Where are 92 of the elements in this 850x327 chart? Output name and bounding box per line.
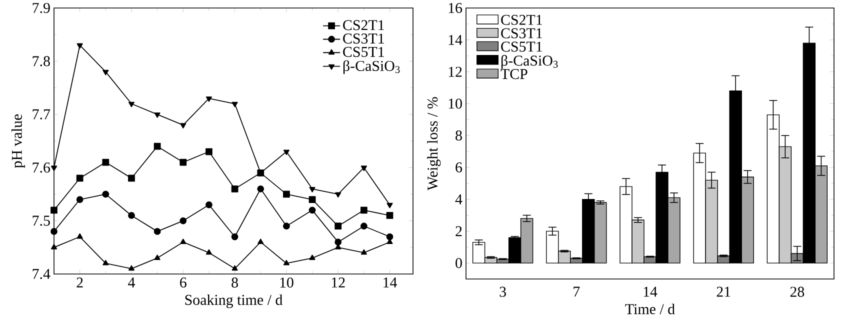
point	[180, 217, 187, 224]
point	[206, 148, 212, 156]
x-axis-title: Soaking time / d	[185, 294, 282, 308]
point	[309, 186, 316, 192]
point	[154, 112, 160, 118]
y-tick-label: 7.9	[32, 2, 50, 14]
point	[283, 222, 290, 230]
point	[257, 185, 264, 192]
point	[360, 166, 367, 172]
point	[180, 123, 186, 128]
point	[128, 212, 135, 219]
x-tick-label: 4	[128, 278, 135, 288]
point	[50, 228, 58, 235]
point	[231, 185, 238, 192]
x-tick-label: 7	[574, 286, 580, 297]
point	[154, 228, 161, 235]
point	[180, 238, 186, 244]
y-tick-label: 0	[456, 258, 462, 268]
point	[283, 150, 290, 156]
point	[50, 244, 58, 250]
point	[334, 222, 342, 230]
point	[386, 212, 394, 219]
point	[335, 192, 342, 198]
point	[360, 249, 367, 255]
y-tick-label: 7.5	[32, 216, 50, 226]
y-tick-label: 2	[456, 226, 462, 236]
y-tick-label: 16	[448, 2, 462, 14]
point	[76, 43, 83, 49]
point	[180, 158, 187, 166]
point	[102, 70, 109, 76]
y-tick-label: 7.4	[32, 268, 50, 280]
point	[308, 206, 316, 214]
x-tick-label: 10	[280, 278, 294, 288]
point	[360, 222, 368, 230]
x-tick-label: 14	[644, 286, 658, 297]
point	[50, 206, 58, 214]
point	[308, 196, 316, 203]
point	[76, 174, 84, 182]
legend-label: CS2T1	[343, 20, 384, 30]
legend-label: CS2T1	[501, 14, 542, 25]
x-axis-title: Time / d	[625, 304, 675, 314]
point	[232, 102, 238, 108]
y-tick-label: 14	[448, 34, 462, 45]
point	[206, 201, 212, 208]
legend-label: CS5T1	[501, 42, 542, 52]
point	[128, 174, 135, 182]
point	[232, 265, 238, 271]
x-tick-label: 2	[76, 278, 83, 288]
legend-label: TCP	[500, 69, 528, 80]
x-tick-label: 6	[180, 278, 186, 288]
point	[76, 196, 84, 203]
point	[102, 260, 109, 266]
legend-label: CS3T1	[343, 34, 384, 44]
x-tick-label: 3	[500, 286, 506, 297]
y-tick-label: 7.8	[32, 56, 50, 66]
point	[76, 233, 83, 239]
x-tick-label: 14	[384, 278, 397, 288]
legend-label: CS5T1	[343, 46, 384, 57]
point	[334, 238, 342, 246]
x-tick-label: 8	[232, 278, 238, 288]
point	[128, 102, 135, 108]
y-tick-label: 8	[456, 130, 462, 141]
point	[128, 265, 135, 271]
point	[386, 233, 394, 240]
point	[102, 190, 110, 198]
x-tick-label: 21	[716, 286, 730, 297]
point	[309, 254, 316, 260]
point	[50, 166, 58, 172]
y-tick-label: 10	[448, 98, 462, 109]
y-tick-label: 6	[456, 162, 462, 172]
point	[386, 202, 393, 208]
y-axis-title: pH value	[11, 114, 25, 168]
y-tick-label: 7.6	[32, 162, 50, 173]
x-tick-label: 28	[790, 286, 804, 297]
y-tick-label: 7.7	[32, 109, 50, 120]
point	[283, 260, 290, 266]
point	[102, 158, 110, 166]
point	[360, 206, 368, 214]
point	[258, 238, 264, 244]
y-tick-label: 4	[455, 194, 462, 204]
point	[154, 142, 161, 150]
point	[154, 254, 160, 260]
point	[206, 96, 212, 102]
point	[231, 233, 238, 240]
legend-label: CS3T1	[501, 28, 542, 38]
y-tick-label: 12	[448, 66, 462, 77]
legend-label: β-CaSiO$_{3}$	[343, 60, 400, 74]
point	[283, 190, 290, 198]
point	[206, 249, 212, 255]
legend-label: β-CaSiO$_{3}$	[501, 55, 558, 69]
y-axis-title: Weight loss / %	[427, 97, 441, 190]
x-tick-label: 12	[332, 278, 345, 288]
